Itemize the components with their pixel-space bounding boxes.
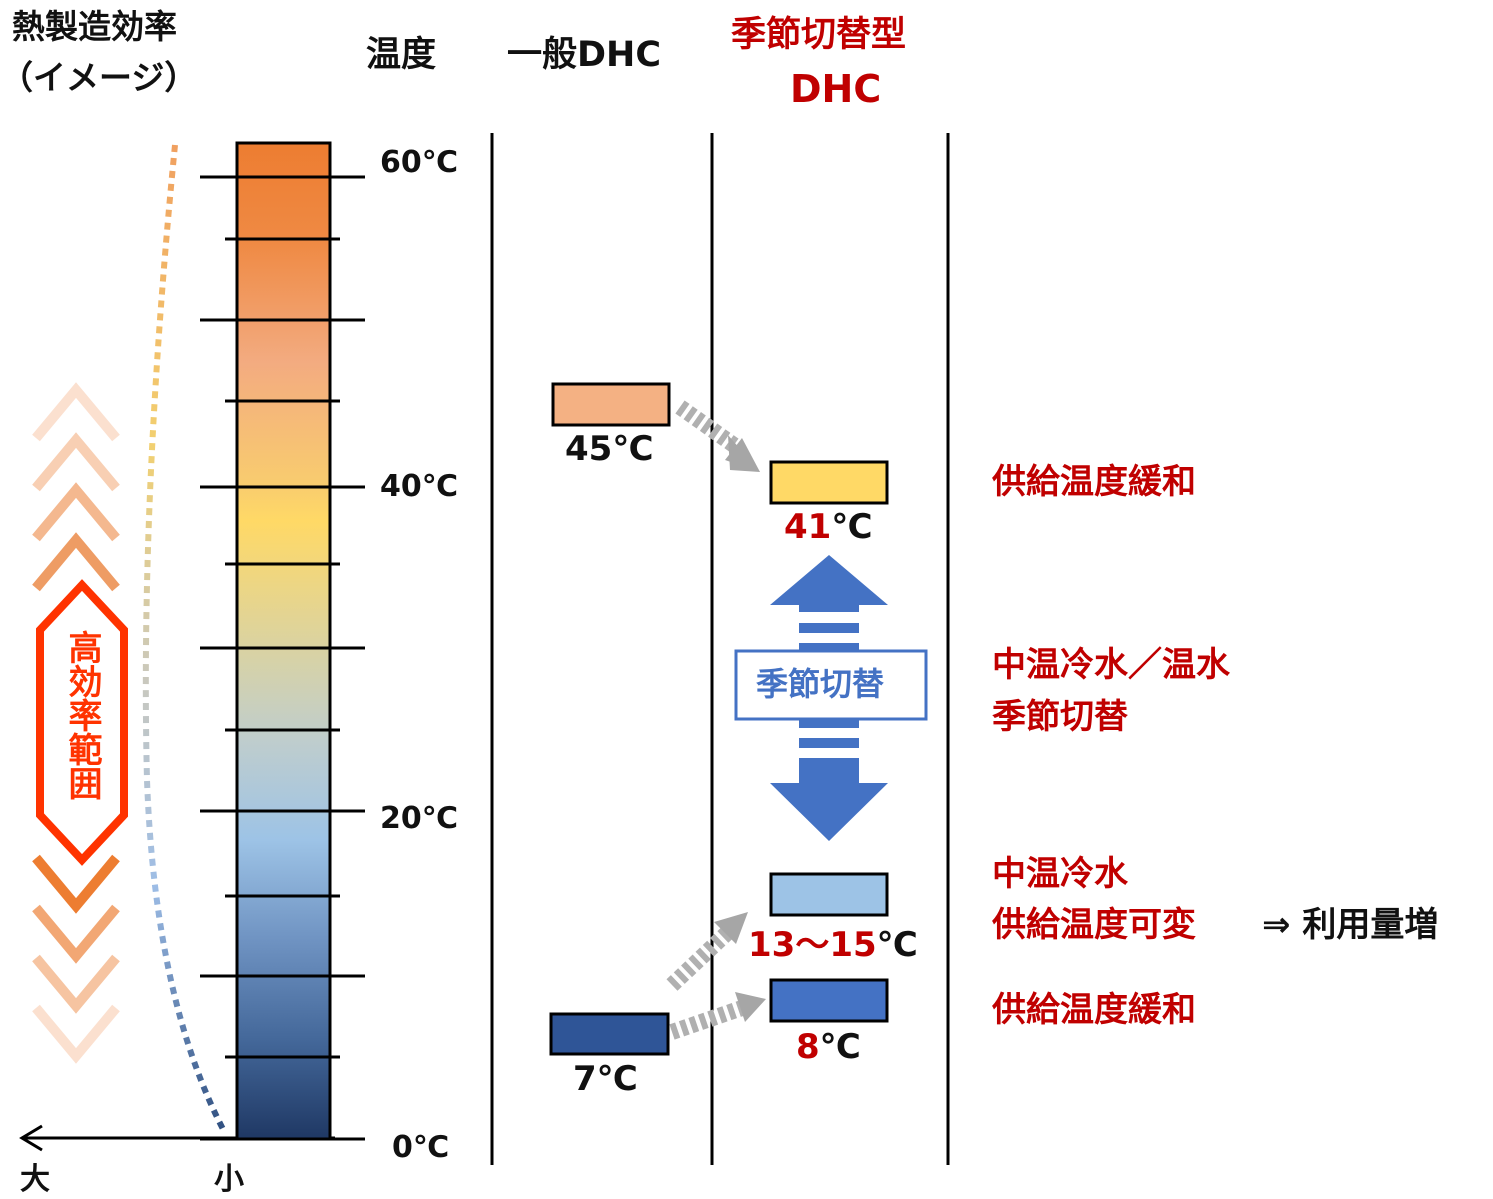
major-ticks: [200, 175, 365, 1141]
note-supply-relax-bottom: 供給温度緩和: [992, 990, 1196, 1030]
high-efficiency-range-label: 高効率範囲: [62, 630, 102, 800]
general-cold-box: [549, 1012, 670, 1056]
transition-arrow-mid: [666, 912, 748, 991]
seasonal-cold-temp: 8℃: [796, 1030, 861, 1064]
seasonal-hot-box: [769, 460, 889, 505]
note-usage-increase: ⇒ 利用量増: [1262, 905, 1439, 945]
seasonal-hot-temp-unit: ℃: [831, 507, 873, 547]
seasonal-mid-temp-unit: ℃: [876, 925, 918, 965]
seasonal-mid-box: [769, 872, 889, 917]
tick-label-40: 40℃: [380, 469, 459, 504]
axis-large-label: 大: [20, 1162, 50, 1197]
seasonal-mid-temp: 13～15℃: [748, 928, 918, 962]
season-switch-box: [734, 649, 928, 721]
seasonal-hot-temp: 41℃: [784, 510, 873, 544]
seasonal-cold-temp-unit: ℃: [819, 1027, 861, 1067]
temperature-header: 温度: [366, 35, 437, 75]
note-mid-line1: 中温冷水／温水: [992, 645, 1230, 685]
seasonal-mid-temp-value: 13～15: [748, 925, 877, 965]
general-hot-temp: 45℃: [565, 429, 654, 469]
note-supply-relax-top: 供給温度緩和: [992, 462, 1196, 502]
general-hot-box: [551, 382, 671, 427]
seasonal-dhc-header-line1: 季節切替型: [731, 15, 907, 55]
transition-arrow-cold: [669, 992, 766, 1040]
general-cold-temp: 7℃: [573, 1059, 638, 1099]
seasonal-cold-box: [769, 978, 889, 1023]
efficiency-curve: [142, 144, 228, 1135]
tick-label-60: 60℃: [380, 145, 459, 180]
note-variable-line1: 中温冷水: [992, 854, 1128, 894]
transition-arrow-hot: [675, 400, 760, 472]
seasonal-cold-temp-value: 8: [796, 1027, 820, 1067]
efficiency-title-line1: 熱製造効率: [12, 7, 177, 46]
temperature-gradient-bar: [235, 141, 332, 1141]
column-dividers: [490, 133, 950, 1165]
axis-small-label: 小: [214, 1162, 244, 1197]
tick-label-20: 20℃: [380, 801, 459, 836]
seasonal-dhc-header-line2: DHC: [790, 67, 882, 111]
seasonal-hot-temp-value: 41: [784, 507, 832, 547]
general-dhc-header: 一般DHC: [507, 35, 662, 75]
note-variable-line2: 供給温度可変: [992, 905, 1196, 945]
minor-ticks: [225, 237, 340, 1059]
season-switch-label: 季節切替: [756, 665, 885, 703]
high-efficiency-badge: [36, 579, 128, 866]
season-switch-arrow: [770, 555, 888, 841]
note-mid-line2: 季節切替: [992, 697, 1128, 737]
efficiency-title-line2: （イメージ）: [0, 58, 198, 97]
chevron-stack-icon: [32, 382, 120, 1064]
tick-label-0: 0℃: [392, 1130, 450, 1165]
